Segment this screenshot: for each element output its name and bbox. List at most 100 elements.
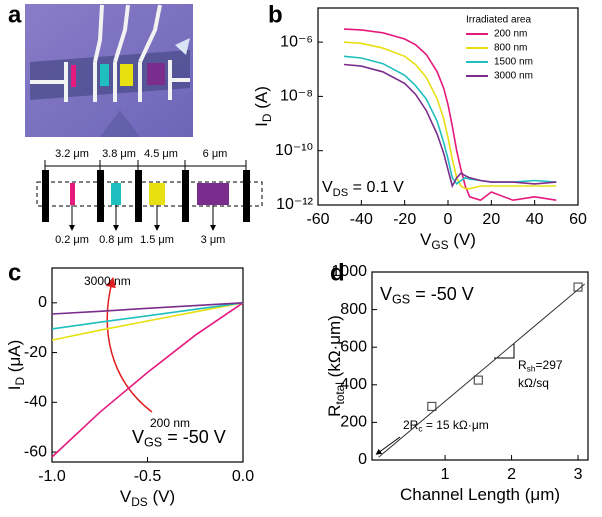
x-tick-label: 40 [526,211,544,228]
spacing-label: 4.5 μm [144,148,178,160]
y-tick-label: 400 [340,376,367,393]
text-part: V [420,230,432,249]
legend-label: 1500 nm [494,57,533,68]
text-part: c [418,424,422,434]
annotation: VGS = -50 V [132,427,226,450]
text-part: DS [131,495,148,509]
text-part: I [5,386,24,391]
y-tick-label: 800 [340,301,367,318]
text-part: sh [527,364,536,374]
text-part: GS [392,293,410,307]
intercept-arrow [375,436,401,455]
x-axis-label: Channel Length (μm) [400,485,560,504]
text-part: (V) [449,230,476,249]
y-tick-label: -60 [24,443,47,460]
y-tick-label: 0 [358,451,367,468]
x-tick-label: 0.0 [232,468,254,485]
x-axis-label: VGS (V) [420,230,476,252]
y-tick-label: 0 [38,294,47,311]
point [427,401,437,412]
text-part: I [252,122,271,127]
text-part: (kΩ·μm) [325,315,344,382]
x-tick-label: -60 [306,211,329,228]
width-label: 3 μm [201,234,226,246]
legend-label: 3000 nm [494,71,533,82]
legend-label: 200 nm [494,29,527,40]
text-part: = -50 V [410,284,474,304]
schematic [36,160,263,231]
text-part: D [260,113,274,122]
y-tick-label: 10⁻⁸ [280,88,313,105]
text-part: (μA) [5,340,24,377]
x-axis-label: VDS (V) [120,487,175,509]
text-part: GS [144,436,162,450]
line [51,302,244,330]
fit-line [378,283,586,458]
text-part: (V) [148,487,175,506]
x-tick-label: 2 [507,466,516,483]
text-part: GS [431,238,448,252]
annotation: VDS = 0.1 V [322,179,404,199]
x-tick-label: -0.5 [134,468,162,485]
annotation: Rsh=297 [518,358,563,374]
annotation: 200 nm [150,416,190,430]
text-part: V [322,179,333,196]
x-tick-label: -20 [393,211,416,228]
x-tick-label: -1.0 [38,468,66,485]
line [343,63,557,189]
text-part: R [325,405,344,417]
trend-arrow [105,276,153,413]
line [51,302,244,341]
y-tick-label: -40 [24,394,47,411]
text-part: 2R [403,418,419,432]
spacing-label: 3.2 μm [55,148,89,160]
text-part: =297 [536,358,563,372]
text-part: Channel Length (μm) [400,485,560,504]
x-tick-label: -40 [350,211,373,228]
y-tick-label: 1000 [331,263,367,280]
x-tick-label: 0 [444,211,453,228]
y-tick-label: 600 [340,338,367,355]
slope-mark [494,343,515,359]
text-part: 3000 nm [84,274,131,288]
line [343,41,557,190]
text-part: V [132,427,144,447]
x-tick-label: 3 [574,466,583,483]
panel-label: b [268,1,283,28]
line [343,28,557,202]
text-part: (A) [252,86,271,113]
line [51,302,244,315]
y-axis-label: Rtotal (kΩ·μm) [325,315,347,417]
x-tick-label: 1 [441,466,450,483]
text-part: V [120,487,132,506]
width-label: 1.5 μm [140,234,174,246]
text-part: kΩ/sq [518,376,549,390]
annotation: 3000 nm [84,274,131,288]
width-label: 0.8 μm [99,234,133,246]
text-part: R [518,358,527,372]
width-label: 0.2 μm [55,234,89,246]
text-part: 200 nm [150,416,190,430]
point [473,375,483,385]
annotation: kΩ/sq [518,376,549,390]
text-part: = 0.1 V [348,179,404,196]
annotation: 2Rc = 15 kΩ·μm [403,418,489,434]
x-tick-label: 60 [569,211,587,228]
text-part: = 15 kΩ·μm [423,418,489,432]
y-axis-label: ID (μA) [5,340,27,391]
y-tick-label: -20 [24,344,47,361]
micrograph [25,4,193,137]
y-tick-label: 10⁻¹⁰ [275,142,313,159]
plot-frame [371,271,589,461]
text-part: = -50 V [162,427,226,447]
point [573,282,583,292]
panel-label: c [8,259,21,286]
line [51,302,244,458]
y-axis-label: ID (A) [252,86,274,127]
text-part: DS [333,187,349,199]
legend-label: 800 nm [494,43,527,54]
y-tick-label: 10⁻⁶ [280,33,313,50]
spacing-label: 6 μm [203,148,228,160]
